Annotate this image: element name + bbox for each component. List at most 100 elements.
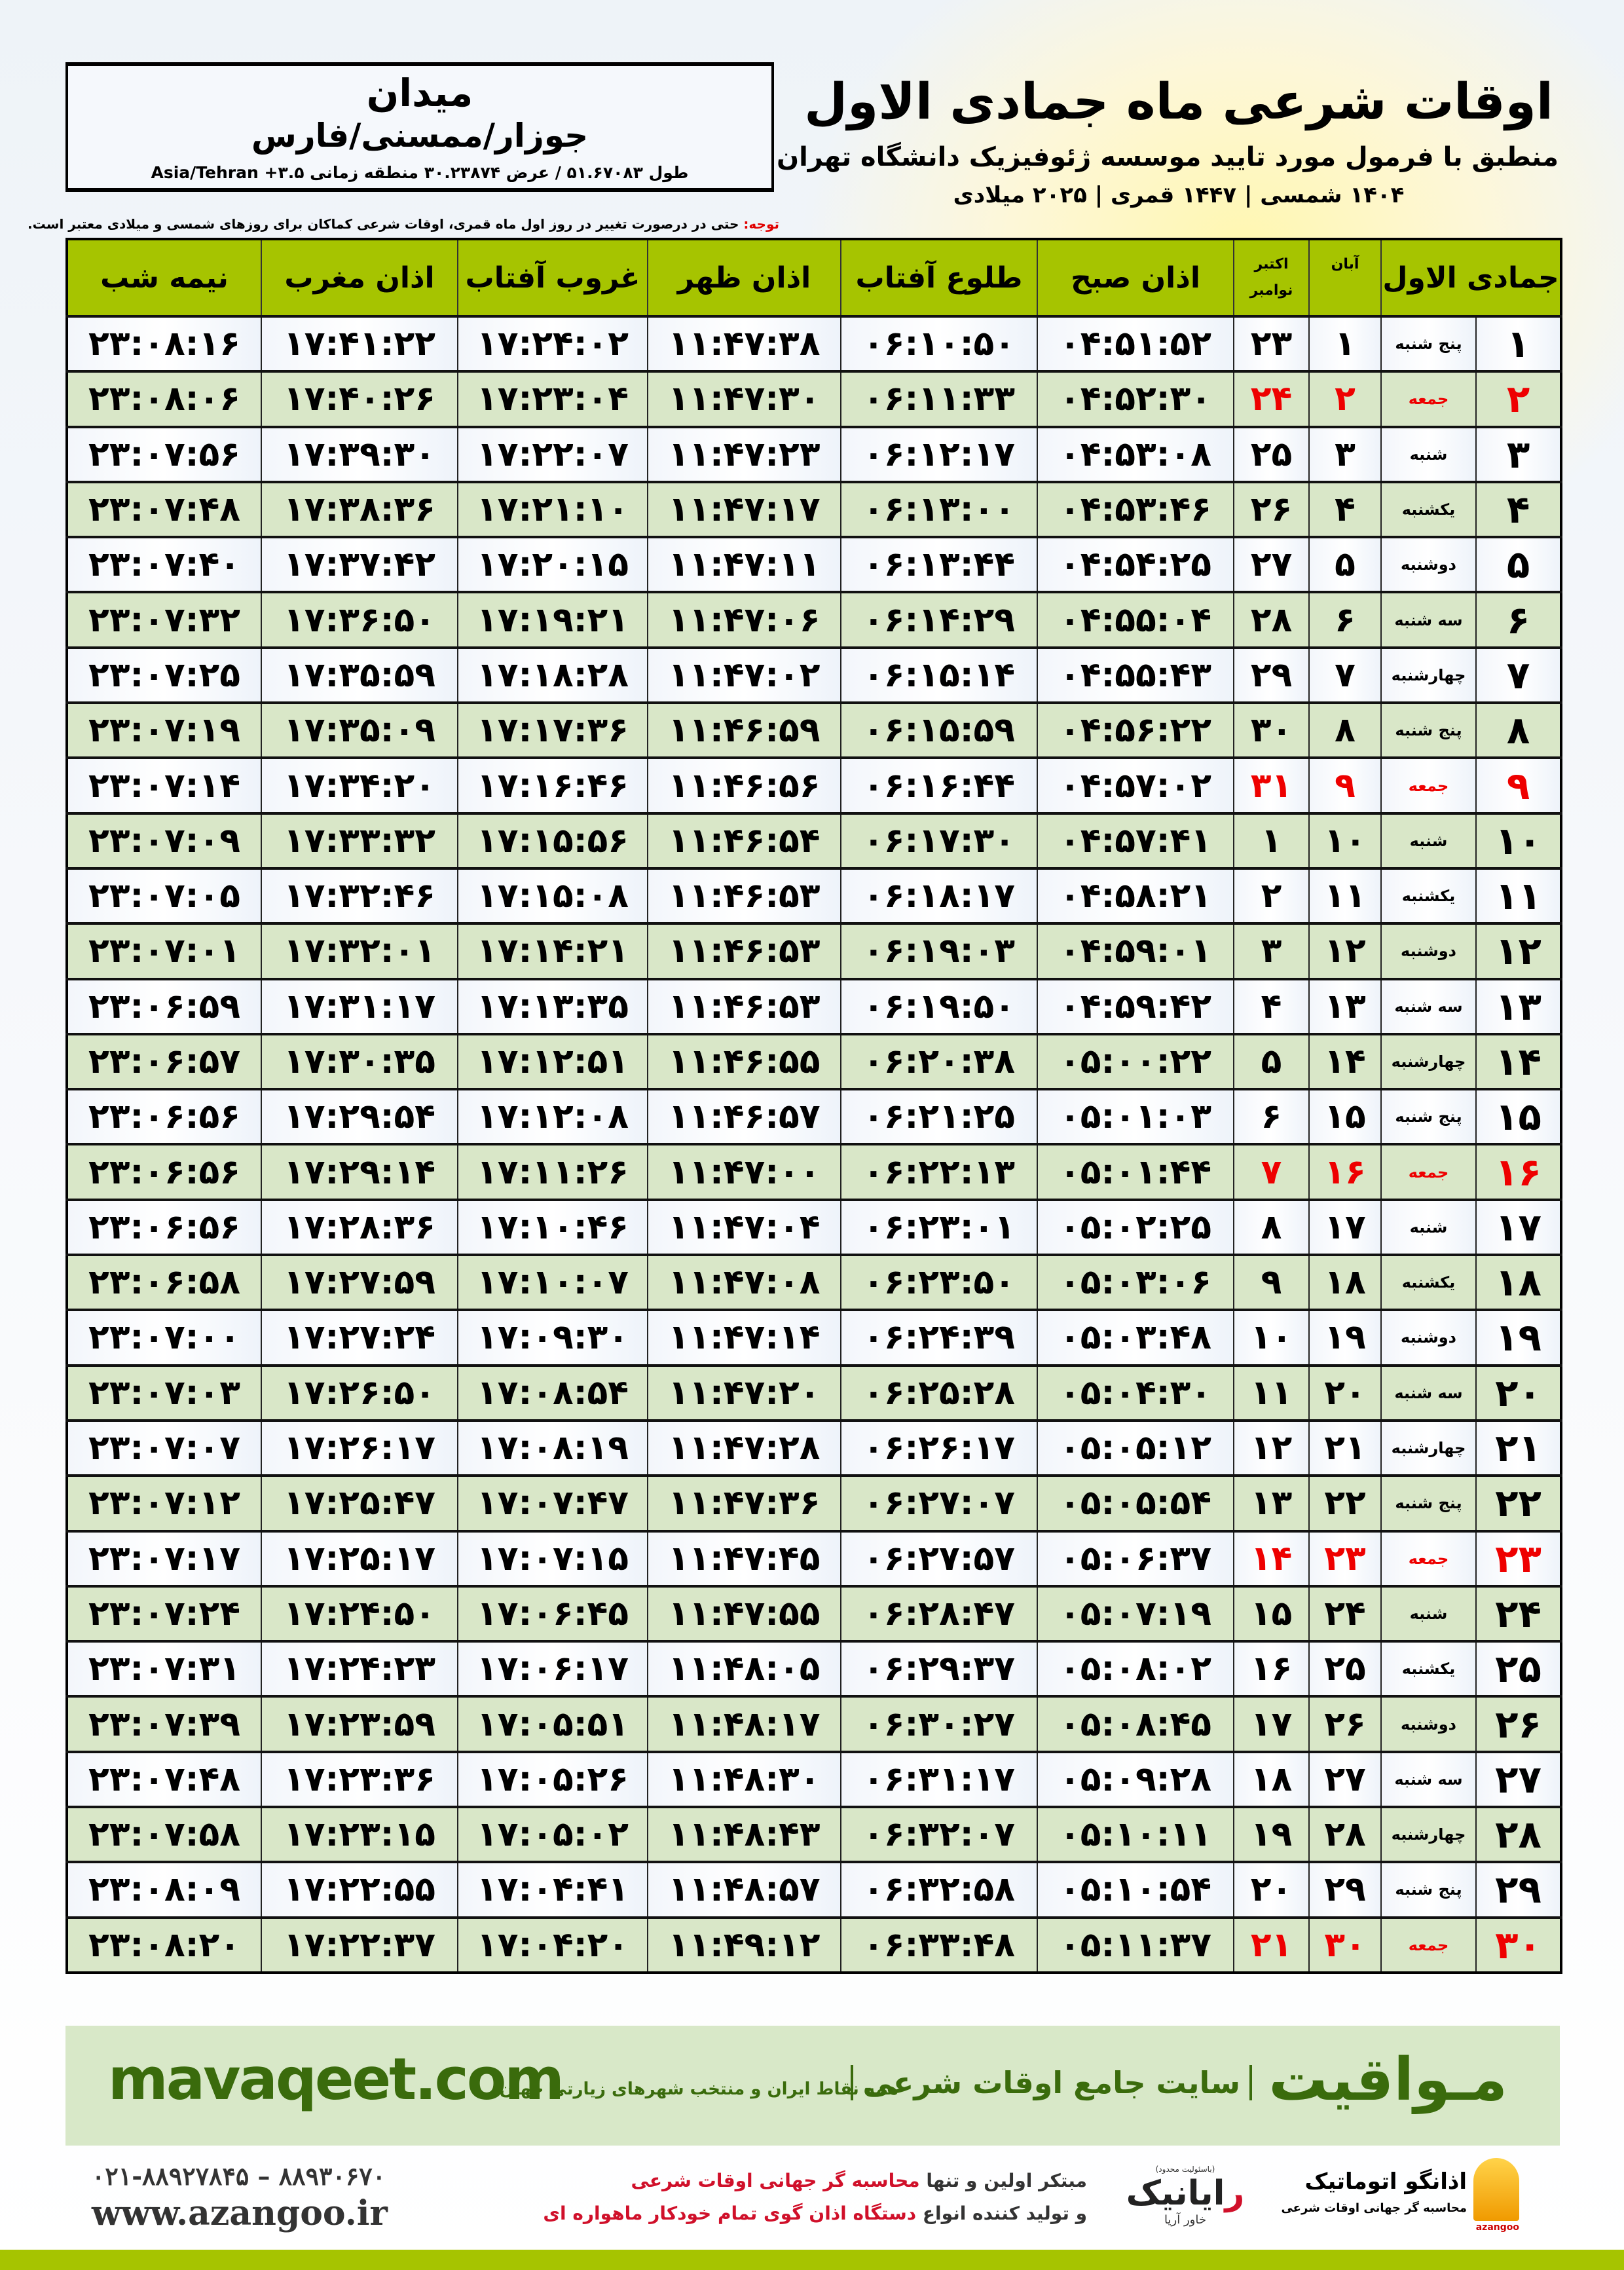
table-row: ۴ یکشنبه ۴ ۲۶ ۰۴:۵۳:۴۶ ۰۶:۱۳:۰۰ ۱۱:۴۷:۱۷ ۱۷:۲۱:… [66, 480, 1562, 538]
cell-sunrise: ۰۶:۲۵:۲۸ [840, 1364, 1038, 1421]
cell-gregorian: ۱۶ [1233, 1640, 1310, 1698]
cell-gregorian: ۴ [1233, 977, 1310, 1035]
table-row: ۲ جمعه ۲ ۲۴ ۰۴:۵۲:۳۰ ۰۶:۱۱:۳۳ ۱۱:۴۷:۳۰ ۱۷:۲۳:۰۴… [66, 370, 1562, 428]
cell-sunrise: ۰۶:۳۲:۰۷ [840, 1806, 1038, 1863]
cell-sunset: ۱۷:۰۵:۵۱ [457, 1695, 648, 1753]
table-row: ۷ چهارشنبه ۷ ۲۹ ۰۴:۵۵:۴۳ ۰۶:۱۵:۱۴ ۱۱:۴۷:۰۲ ۱۷:۱… [66, 646, 1562, 704]
cell-maghrib: ۱۷:۲۲:۵۵ [261, 1861, 458, 1918]
contacts: ۰۲۱-۸۸۹۲۷۸۴۵ – ۸۸۹۳۰۶۷۰ www.azangoo.ir [92, 2161, 388, 2233]
cell-hijri-day: ۲۷ [1475, 1750, 1562, 1808]
cell-maghrib: ۱۷:۲۳:۱۵ [261, 1806, 458, 1863]
table-row: ۱۷ شنبه ۱۷ ۸ ۰۵:۰۲:۲۵ ۰۶:۲۳:۰۱ ۱۱:۴۷:۰۴ ۱۷:۱۰:۴… [66, 1198, 1562, 1256]
cell-sunset: ۱۷:۲۲:۰۷ [457, 425, 648, 483]
cell-aban: ۱۸ [1308, 1254, 1382, 1311]
cell-weekday: دوشنبه [1380, 1695, 1477, 1753]
cell-hijri-day: ۲۴ [1475, 1584, 1562, 1643]
year-line: ۱۴۰۴ شمسی | ۱۴۴۷ قمری | ۲۰۲۵ میلادی [953, 182, 1405, 208]
cell-gregorian: ۱۸ [1233, 1750, 1310, 1808]
cell-weekday: شنبه [1380, 425, 1477, 483]
cell-midnight: ۲۳:۰۶:۵۶ [66, 1088, 262, 1145]
table-row: ۵ دوشنبه ۵ ۲۷ ۰۴:۵۴:۲۵ ۰۶:۱۳:۴۴ ۱۱:۴۷:۱۱ ۱۷:۲۰:… [66, 536, 1562, 593]
promo-1b: محاسبه گر جهانی اوقات شرعی [631, 2170, 920, 2191]
cell-sunrise: ۰۶:۱۵:۵۹ [840, 701, 1038, 759]
cell-sunrise: ۰۶:۱۱:۳۳ [840, 370, 1038, 428]
header-hijri: جمادی الاول [1380, 239, 1562, 316]
cell-dhuhr: ۱۱:۴۷:۱۱ [647, 536, 841, 593]
cell-midnight: ۲۳:۰۷:۰۹ [66, 811, 262, 869]
cell-sunset: ۱۷:۱۷:۳۶ [457, 701, 648, 759]
cell-midnight: ۲۳:۰۷:۰۰ [66, 1309, 262, 1366]
table-row: ۲۶ دوشنبه ۲۶ ۱۷ ۰۵:۰۸:۴۵ ۰۶:۳۰:۲۷ ۱۱:۴۸:۱۷ ۱۷:۰… [66, 1695, 1562, 1753]
cell-gregorian: ۱۷ [1233, 1695, 1310, 1753]
cell-weekday: یکشنبه [1380, 480, 1477, 538]
cell-sunset: ۱۷:۲۱:۱۰ [457, 480, 648, 538]
banner-tagline: سایت جامع اوقات شرعی [851, 2065, 1252, 2100]
cell-hijri-day: ۱۷ [1475, 1198, 1562, 1256]
table-row: ۲۲ پنج شنبه ۲۲ ۱۳ ۰۵:۰۵:۵۴ ۰۶:۲۷:۰۷ ۱۱:۴۷:۳۶ ۱۷… [66, 1474, 1562, 1532]
cell-sunset: ۱۷:۱۲:۵۱ [457, 1032, 648, 1090]
cell-fajr: ۰۵:۰۳:۴۸ [1037, 1309, 1234, 1366]
cell-sunrise: ۰۶:۲۸:۴۷ [840, 1584, 1038, 1643]
cell-weekday: پنج شنبه [1380, 701, 1477, 759]
cell-dhuhr: ۱۱:۴۶:۵۹ [647, 701, 841, 759]
cell-maghrib: ۱۷:۳۳:۳۲ [261, 811, 458, 869]
cell-fajr: ۰۴:۵۳:۰۸ [1037, 425, 1234, 483]
azangoo-name: اذانگو اتوماتیک [1304, 2168, 1467, 2195]
table-row: ۲۷ سه شنبه ۲۷ ۱۸ ۰۵:۰۹:۲۸ ۰۶:۳۱:۱۷ ۱۱:۴۸:۳۰ ۱۷:… [66, 1750, 1562, 1808]
cell-sunset: ۱۷:۰۸:۵۴ [457, 1364, 648, 1421]
table-row: ۲۰ سه شنبه ۲۰ ۱۱ ۰۵:۰۴:۳۰ ۰۶:۲۵:۲۸ ۱۱:۴۷:۲۰ ۱۷:… [66, 1364, 1562, 1421]
bottom-bar [0, 2250, 1624, 2270]
cell-midnight: ۲۳:۰۷:۱۴ [66, 756, 262, 814]
cell-gregorian: ۱۰ [1233, 1309, 1310, 1366]
prayer-times-table: جمادی الاول آبان اکتبر نوامبر اذان صبح طل… [65, 238, 1563, 1974]
cell-sunset: ۱۷:۰۴:۴۱ [457, 1861, 648, 1918]
cell-maghrib: ۱۷:۳۷:۴۲ [261, 536, 458, 593]
site-link[interactable]: mavaqeet.com [108, 2045, 564, 2113]
cell-fajr: ۰۵:۰۱:۴۴ [1037, 1143, 1234, 1200]
cell-aban: ۲۷ [1308, 1750, 1382, 1808]
table-row: ۱۸ یکشنبه ۱۸ ۹ ۰۵:۰۳:۰۶ ۰۶:۲۳:۵۰ ۱۱:۴۷:۰۸ ۱۷:۱۰… [66, 1254, 1562, 1311]
cell-weekday: چهارشنبه [1380, 1806, 1477, 1863]
cell-midnight: ۲۳:۰۸:۱۶ [66, 314, 262, 373]
cell-dhuhr: ۱۱:۴۶:۵۴ [647, 811, 841, 869]
cell-sunset: ۱۷:۲۴:۰۲ [457, 314, 648, 373]
cell-gregorian: ۱۳ [1233, 1474, 1310, 1532]
cell-maghrib: ۱۷:۳۱:۱۷ [261, 977, 458, 1035]
cell-gregorian: ۲ [1233, 866, 1310, 925]
cell-weekday: جمعه [1380, 370, 1477, 428]
cell-gregorian: ۲۹ [1233, 646, 1310, 704]
cell-midnight: ۲۳:۰۷:۰۱ [66, 922, 262, 980]
cell-aban: ۱۴ [1308, 1032, 1382, 1090]
cell-sunset: ۱۷:۰۹:۳۰ [457, 1309, 648, 1366]
azangoo-link[interactable]: www.azangoo.ir [92, 2193, 388, 2233]
table-row: ۲۴ شنبه ۲۴ ۱۵ ۰۵:۰۷:۱۹ ۰۶:۲۸:۴۷ ۱۱:۴۷:۵۵ ۱۷:۰۶:… [66, 1584, 1562, 1643]
cell-midnight: ۲۳:۰۷:۰۵ [66, 866, 262, 925]
cell-sunset: ۱۷:۰۸:۱۹ [457, 1419, 648, 1477]
cell-fajr: ۰۵:۰۳:۰۶ [1037, 1254, 1234, 1311]
cell-aban: ۱۵ [1308, 1088, 1382, 1145]
cell-fajr: ۰۵:۰۵:۵۴ [1037, 1474, 1234, 1532]
cell-midnight: ۲۳:۰۷:۳۲ [66, 591, 262, 648]
cell-fajr: ۰۴:۵۴:۲۵ [1037, 536, 1234, 593]
cell-hijri-day: ۱ [1475, 314, 1562, 373]
cell-midnight: ۲۳:۰۷:۵۸ [66, 1806, 262, 1863]
cell-hijri-day: ۱۴ [1475, 1032, 1562, 1090]
cell-weekday: دوشنبه [1380, 536, 1477, 593]
cell-dhuhr: ۱۱:۴۸:۵۷ [647, 1861, 841, 1918]
brand-logo: مـواقیت [1268, 2045, 1507, 2114]
azangoo-logo: اذانگو اتوماتیک محاسبه گر جهانی اوقات شر… [1277, 2158, 1519, 2237]
cell-gregorian: ۲۱ [1233, 1916, 1310, 1973]
cell-dhuhr: ۱۱:۴۶:۵۳ [647, 866, 841, 925]
cell-fajr: ۰۵:۱۰:۵۴ [1037, 1861, 1234, 1918]
cell-maghrib: ۱۷:۲۶:۵۰ [261, 1364, 458, 1421]
cell-weekday: دوشنبه [1380, 922, 1477, 980]
header-sunset: غروب آفتاب [457, 239, 648, 316]
azangoo-sub: محاسبه گر جهانی اوقات شرعی [1281, 2201, 1467, 2215]
cell-hijri-day: ۱۲ [1475, 922, 1562, 980]
cell-aban: ۱۱ [1308, 866, 1382, 925]
cell-gregorian: ۵ [1233, 1032, 1310, 1090]
cell-weekday: سه شنبه [1380, 1364, 1477, 1421]
promo-2a: و تولید کننده انواع [916, 2203, 1087, 2224]
cell-weekday: پنج شنبه [1380, 1861, 1477, 1918]
cell-fajr: ۰۴:۵۷:۰۲ [1037, 756, 1234, 814]
